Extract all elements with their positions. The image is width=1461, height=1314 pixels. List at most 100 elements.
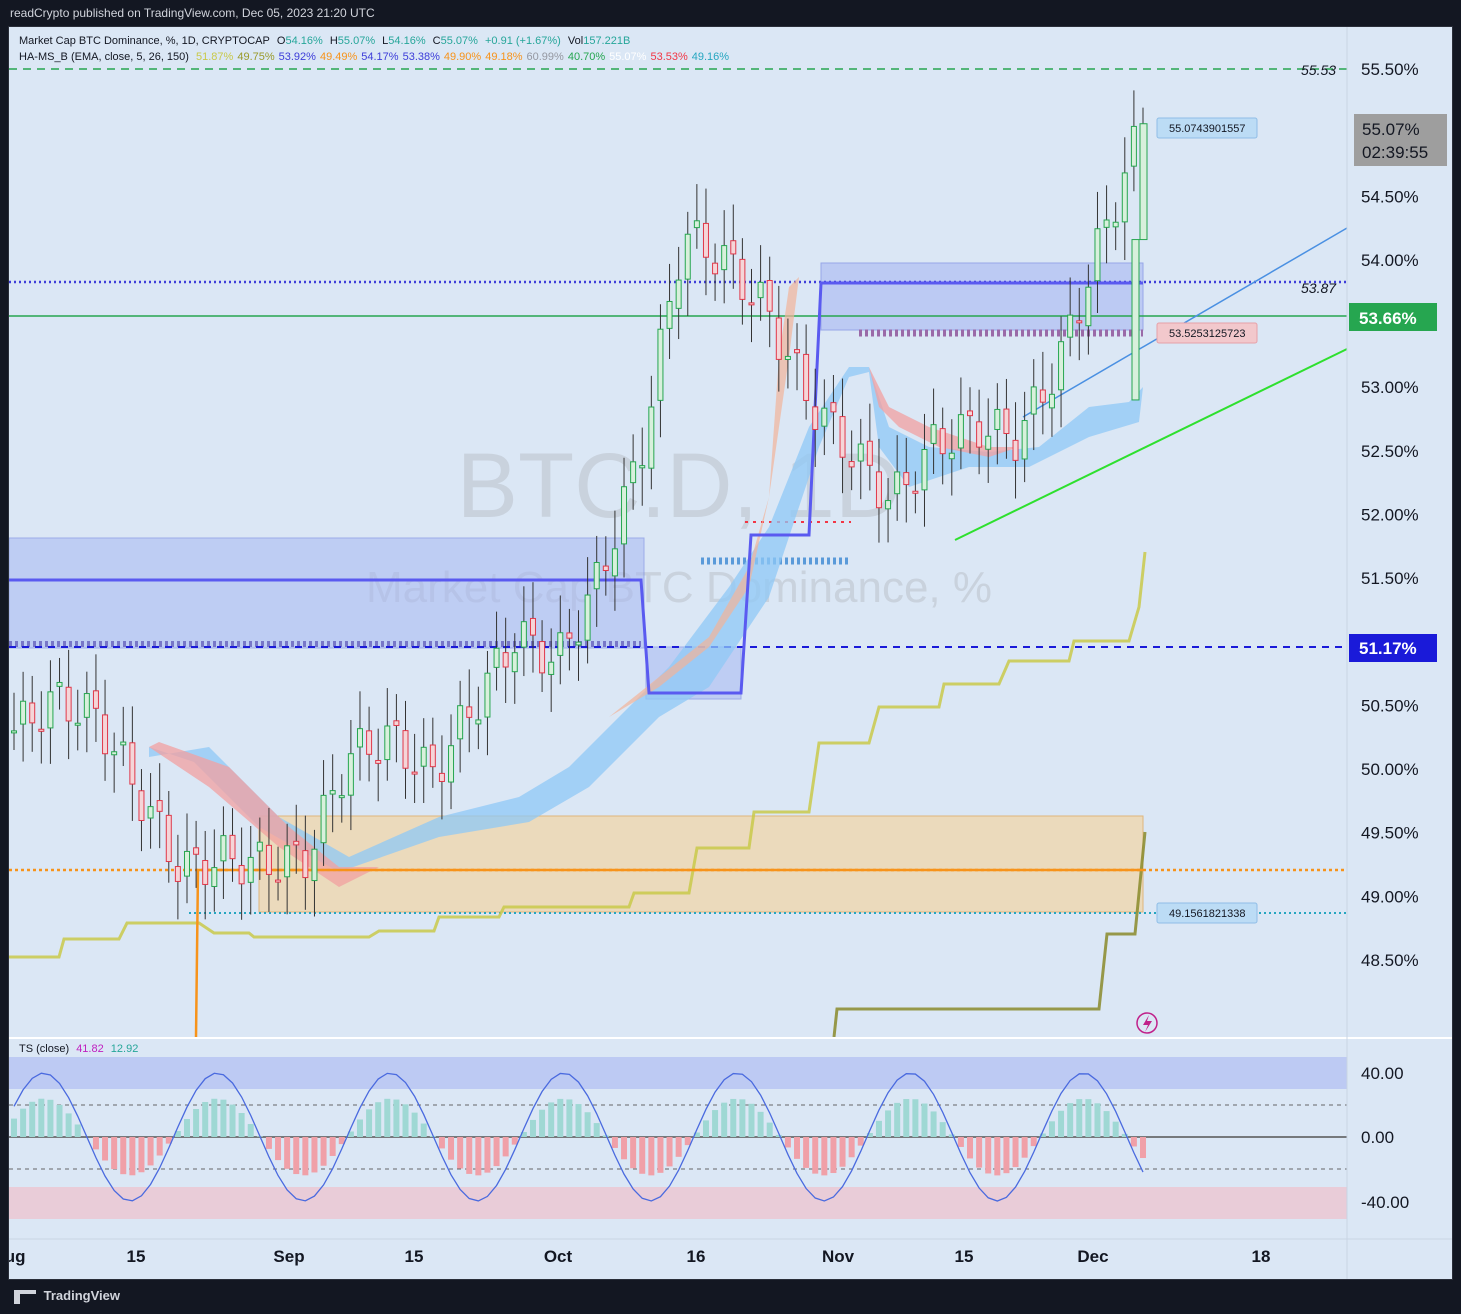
indicator-value: 49.16% <box>691 51 730 63</box>
osc-bar <box>693 1132 700 1137</box>
osc-bar <box>265 1137 272 1149</box>
osc-bar <box>193 1109 200 1137</box>
green-level-value: 53.66% <box>1359 309 1417 328</box>
brand-footer: TradingView <box>14 1288 120 1304</box>
osc-bar <box>311 1137 318 1173</box>
candle-body <box>47 691 54 729</box>
osc-bar <box>384 1098 391 1137</box>
osc-bar <box>211 1098 218 1137</box>
candle-body <box>866 440 873 466</box>
candle-body <box>639 465 646 469</box>
candle-body <box>92 690 99 709</box>
volume: Vol157.221B <box>568 35 630 47</box>
osc-bar <box>967 1137 974 1159</box>
lightning-glyph <box>1143 1015 1152 1032</box>
osc-line <box>13 1072 1144 1202</box>
osc-bar <box>712 1110 719 1137</box>
osc-bar <box>976 1137 983 1168</box>
time-tick: 15 <box>955 1247 974 1266</box>
indicator-value: 60.99% <box>526 51 564 63</box>
osc-bar <box>411 1112 418 1137</box>
osc-bar <box>894 1102 901 1137</box>
osc-bar <box>1021 1137 1028 1158</box>
osc-bar <box>402 1104 409 1137</box>
candle-body <box>220 835 227 862</box>
demand-zone <box>258 815 1144 913</box>
osc-bar <box>839 1137 846 1167</box>
candle-body <box>821 407 828 427</box>
ma-step-olive <box>832 831 1147 1038</box>
candle-body <box>666 300 673 329</box>
osc-bar <box>338 1137 345 1145</box>
ohlc-open: O54.16% <box>277 35 323 47</box>
candle-body <box>366 730 373 755</box>
candle-body <box>757 281 764 299</box>
candle-body <box>320 794 327 844</box>
candle-body <box>256 841 263 852</box>
osc-bar <box>621 1137 628 1160</box>
ohlc-close-label: C <box>432 35 441 47</box>
candle-body <box>548 661 555 675</box>
osc-bar <box>885 1110 892 1137</box>
candle-body <box>138 790 145 821</box>
candle-body <box>875 471 882 509</box>
osc-bar <box>830 1137 837 1174</box>
ohlc-low-value: 54.16% <box>388 35 426 47</box>
candle-body <box>630 461 637 484</box>
osc-bar <box>584 1112 591 1137</box>
osc-bar <box>165 1137 172 1144</box>
time-tick: Aug <box>9 1247 26 1266</box>
osc-bar <box>575 1104 582 1137</box>
candle-body <box>129 742 136 785</box>
candle-body <box>593 562 600 590</box>
osc-bar <box>794 1137 801 1159</box>
candle-body <box>839 416 846 458</box>
osc-bar <box>438 1137 445 1149</box>
step-purple <box>9 281 1143 695</box>
osc-overbought-band <box>9 1057 1347 1089</box>
candle-body <box>74 722 81 726</box>
osc-tick: 40.00 <box>1361 1064 1404 1083</box>
candle-body <box>384 725 391 761</box>
time-tick: Nov <box>822 1247 855 1266</box>
current-price-badge <box>1354 114 1447 166</box>
osc-bar <box>174 1131 181 1137</box>
candle-body <box>684 233 691 280</box>
candle-body <box>894 471 901 495</box>
osc-bar <box>866 1133 873 1137</box>
osc-bar <box>1076 1099 1083 1137</box>
price-tick: 54.50% <box>1361 187 1419 206</box>
chart-canvas[interactable]: BTC.D, 1D Market Cap BTC Dominance, % <box>9 27 1452 1279</box>
price-tick: 52.00% <box>1361 506 1419 525</box>
osc-bar <box>1067 1103 1074 1137</box>
indicator-value: 51.87% <box>196 51 234 63</box>
candle-body <box>65 686 72 722</box>
lightning-icon[interactable] <box>1136 1012 1158 1034</box>
osc-bar <box>493 1137 500 1167</box>
osc-bar <box>38 1098 45 1137</box>
chart-frame[interactable]: BTC.D, 1D Market Cap BTC Dominance, % <box>8 26 1453 1280</box>
volume-label: Vol <box>567 35 584 47</box>
candle-body <box>1039 389 1046 403</box>
osc-bar <box>957 1137 964 1147</box>
tag-high: 55.0743901557 <box>1169 123 1245 135</box>
candle-body <box>102 714 109 755</box>
tag-mid: 53.5253125723 <box>1169 328 1245 340</box>
candle-body <box>957 414 964 449</box>
osc-bar <box>566 1099 573 1137</box>
tradingview-logo-icon <box>14 1290 36 1304</box>
osc-bar <box>857 1137 864 1146</box>
candle-body <box>621 486 628 545</box>
osc-bar <box>183 1119 190 1137</box>
candle-body <box>948 452 955 460</box>
ma-step-yellow <box>9 551 1147 959</box>
osc-bar <box>939 1122 946 1137</box>
indicator-value: 55.07% <box>609 51 647 63</box>
osc-bar <box>803 1137 810 1168</box>
price-tick: 54.00% <box>1361 251 1419 270</box>
candle-body <box>411 771 418 775</box>
candle-body <box>147 806 154 819</box>
ohlc-change: +0.91 (+1.67%) <box>485 35 561 47</box>
candle-body <box>338 795 345 799</box>
candle-body <box>1094 228 1101 282</box>
